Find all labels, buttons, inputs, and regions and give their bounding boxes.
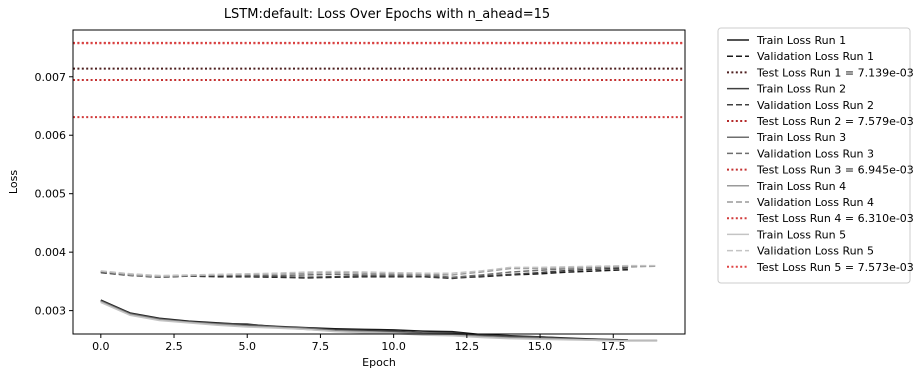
x-tick-label: 17.5 xyxy=(601,340,626,353)
legend-label: Train Loss Run 3 xyxy=(756,131,846,144)
series-line-13 xyxy=(100,301,658,342)
legend-label: Validation Loss Run 1 xyxy=(757,50,874,63)
y-axis: 0.003 0.004 0.005 0.006 0.007 xyxy=(35,71,73,318)
series-line-5 xyxy=(100,267,628,280)
legend: Train Loss Run 1 Validation Loss Run 1 Tes… xyxy=(717,27,914,284)
series-line-7 xyxy=(100,300,628,342)
legend-label: Validation Loss Run 3 xyxy=(757,147,874,160)
x-axis-label: Epoch xyxy=(362,356,396,369)
y-tick-label: 0.003 xyxy=(35,305,67,318)
x-tick-label: 5.0 xyxy=(238,340,256,353)
plot-area xyxy=(73,41,685,342)
x-tick-label: 2.5 xyxy=(165,340,183,353)
x-tick-label: 0.0 xyxy=(92,340,110,353)
legend-label: Test Loss Run 3 = 6.945e-03 xyxy=(756,164,914,177)
legend-label: Train Loss Run 5 xyxy=(756,228,846,241)
legend-label: Train Loss Run 4 xyxy=(756,180,846,193)
x-tick-label: 10.0 xyxy=(381,340,406,353)
legend-label: Validation Loss Run 5 xyxy=(757,245,874,258)
series-line-14 xyxy=(100,264,658,277)
legend-label: Test Loss Run 4 = 6.310e-03 xyxy=(756,212,914,225)
y-tick-label: 0.004 xyxy=(35,246,67,259)
chart-title: LSTM:default: Loss Over Epochs with n_ah… xyxy=(224,7,550,22)
y-tick-label: 0.006 xyxy=(35,129,67,142)
y-tick-label: 0.005 xyxy=(35,188,67,201)
legend-label: Test Loss Run 2 = 7.579e-03 xyxy=(756,115,914,128)
legend-label: Validation Loss Run 2 xyxy=(757,99,874,112)
x-tick-label: 15.0 xyxy=(528,340,553,353)
legend-label: Train Loss Run 1 xyxy=(756,34,846,47)
x-tick-label: 12.5 xyxy=(455,340,480,353)
legend-label: Train Loss Run 2 xyxy=(756,83,846,96)
legend-box xyxy=(717,27,911,284)
legend-label: Test Loss Run 1 = 7.139e-03 xyxy=(756,66,914,79)
plot-frame xyxy=(72,29,686,335)
x-tick-label: 7.5 xyxy=(312,340,330,353)
legend-label: Validation Loss Run 4 xyxy=(757,196,874,209)
y-tick-label: 0.007 xyxy=(35,71,67,84)
x-axis: 0.0 2.5 5.0 7.5 10.0 12.5 15.0 17.5 xyxy=(92,334,626,353)
y-axis-label: Loss xyxy=(7,170,20,194)
legend-label: Test Loss Run 5 = 7.573e-03 xyxy=(756,261,914,274)
